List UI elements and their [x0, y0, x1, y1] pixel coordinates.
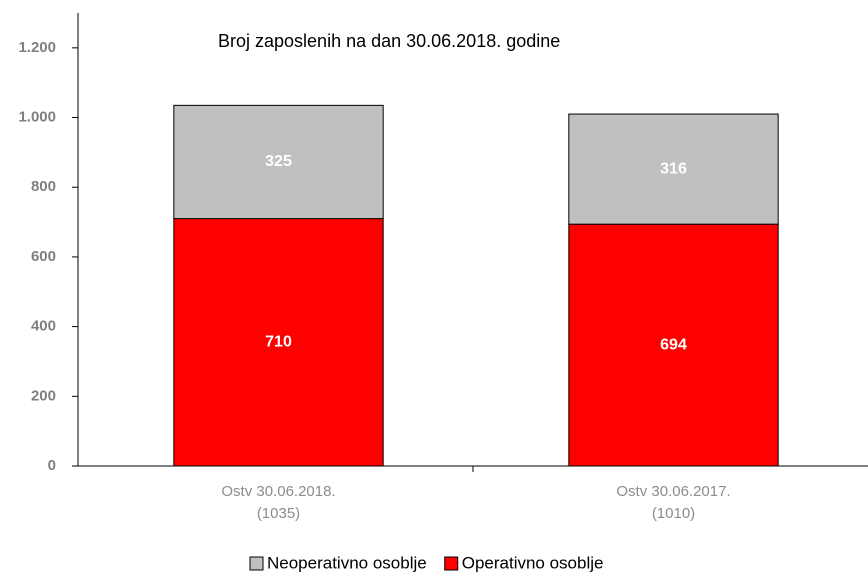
data-label: 325 — [265, 153, 292, 170]
x-tick-label: Ostv 30.06.2017. — [616, 483, 730, 500]
bar-segment — [568, 113, 779, 225]
y-tick-label: 400 — [31, 318, 56, 335]
x-tick-label: (1010) — [652, 505, 695, 522]
legend-swatch — [249, 556, 264, 571]
data-label: 316 — [660, 160, 687, 177]
x-tick-label: Ostv 30.06.2018. — [221, 483, 335, 500]
data-label: 710 — [265, 334, 292, 351]
bar-segment — [568, 223, 779, 467]
bar-segment — [173, 104, 384, 220]
y-tick-label: 1.200 — [18, 39, 56, 56]
y-tick-label: 1.000 — [18, 109, 56, 126]
data-label: 694 — [660, 336, 687, 353]
legend-label: Operativno osoblje — [462, 553, 604, 572]
y-tick-label: 0 — [48, 457, 56, 474]
legend-label: Neoperativno osoblje — [267, 553, 427, 572]
x-tick-label: (1035) — [257, 505, 300, 522]
y-tick-label: 800 — [31, 178, 56, 195]
y-tick-label: 200 — [31, 387, 56, 404]
legend-swatch — [444, 556, 459, 571]
chart-title: Broj zaposlenih na dan 30.06.2018. godin… — [218, 31, 560, 51]
y-tick-label: 600 — [31, 248, 56, 265]
